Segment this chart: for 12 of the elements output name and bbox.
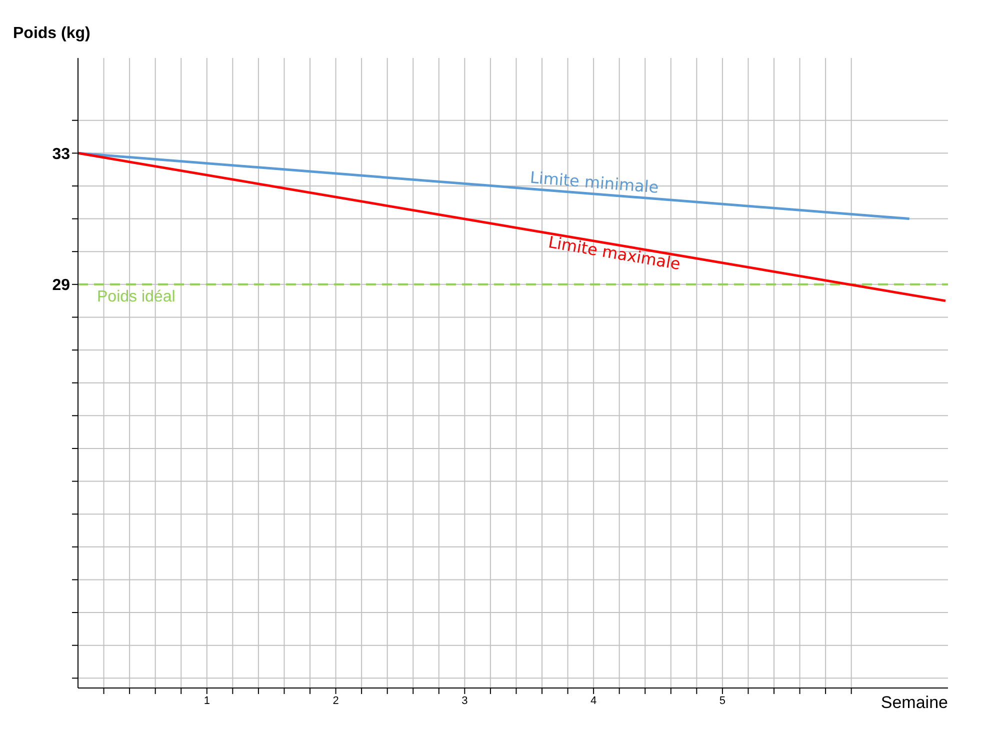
ref-line-label: Poids idéal: [97, 288, 176, 306]
y-tick-label: 29: [52, 277, 70, 294]
y-tick-label: 33: [52, 146, 70, 163]
text: Limite maximale: [546, 232, 682, 274]
x-tick-label: 2: [332, 694, 339, 707]
x-tick-label: 1: [204, 694, 210, 707]
series-label: Limite minimale: [529, 168, 660, 197]
y-axis-title: Poids (kg): [13, 25, 90, 42]
x-tick-label: 5: [719, 694, 726, 707]
x-tick-label: 3: [462, 694, 468, 707]
x-tick-label: 4: [590, 694, 597, 707]
x-axis-title: Semaine: [880, 693, 948, 712]
